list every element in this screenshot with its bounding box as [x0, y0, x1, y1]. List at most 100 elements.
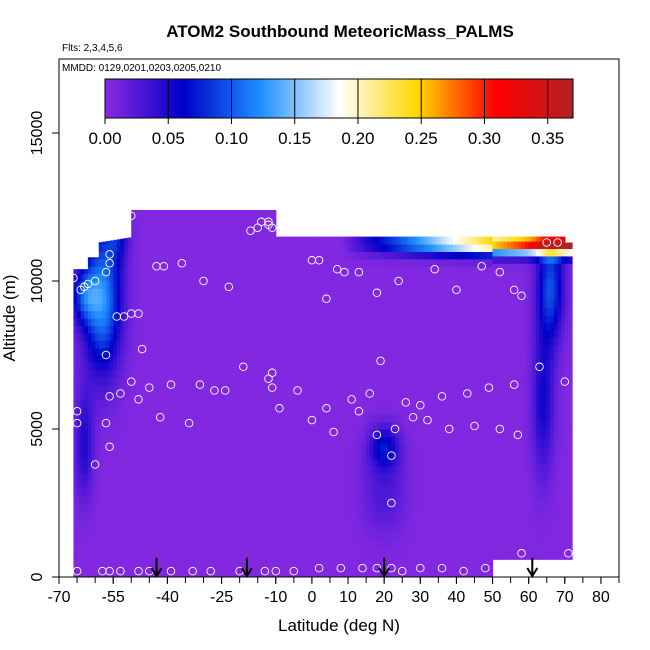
heatmap-cell [337, 436, 342, 445]
heatmap-cell [416, 288, 421, 297]
heatmap-cell [275, 480, 280, 489]
heatmap-cell [84, 281, 89, 289]
heatmap-cell [250, 244, 255, 252]
heatmap-cell [311, 540, 317, 548]
heatmap-cell [283, 236, 288, 245]
heatmap-cell [333, 392, 338, 400]
heatmap-cell [163, 466, 168, 474]
heatmap-cell [239, 562, 244, 571]
heatmap-cell [167, 436, 172, 445]
heatmap-cell [380, 377, 385, 386]
heatmap-cell [384, 384, 389, 393]
heatmap-cell [210, 288, 215, 297]
heatmap-cell [77, 399, 82, 408]
heatmap-cell [333, 488, 338, 497]
heatmap-cell [124, 480, 129, 489]
heatmap-cell [152, 332, 158, 341]
heatmap-cell [387, 540, 392, 548]
heatmap-cell [80, 488, 85, 497]
heatmap-cell [156, 347, 161, 356]
heatmap-cell [329, 436, 335, 445]
heatmap-cell [268, 310, 273, 319]
heatmap-cell [217, 295, 223, 304]
heatmap-cell [438, 384, 443, 393]
heatmap-cell [214, 547, 219, 556]
heatmap-cell [423, 310, 429, 319]
heatmap-cell [395, 436, 400, 445]
heatmap-cell [279, 392, 284, 400]
heatmap-cell [192, 310, 197, 319]
heatmap-cell [344, 281, 349, 289]
heatmap-cell [445, 495, 450, 504]
heatmap-cell [77, 488, 82, 497]
heatmap-cell [185, 421, 190, 430]
heatmap-cell [199, 340, 205, 349]
heatmap-cell [214, 406, 219, 415]
heatmap-cell [156, 495, 161, 504]
heatmap-cell [163, 303, 168, 312]
heatmap-cell [134, 451, 140, 460]
heatmap-cell [322, 473, 327, 482]
heatmap-cell [297, 347, 302, 356]
heatmap-cell [199, 229, 205, 238]
heatmap-cell [348, 347, 353, 356]
heatmap-cell [337, 466, 342, 474]
heatmap-cell [207, 273, 212, 282]
heatmap-cell [391, 406, 396, 415]
heatmap-cell [178, 517, 183, 526]
heatmap-cell [376, 480, 382, 489]
heatmap-cell [138, 399, 143, 408]
heatmap-cell [178, 569, 183, 577]
heatmap-cell [239, 503, 244, 511]
heatmap-cell [315, 488, 320, 497]
heatmap-cell [445, 488, 450, 497]
heatmap-cell [254, 318, 259, 326]
heatmap-cell [189, 510, 194, 519]
heatmap-cell [344, 318, 349, 326]
heatmap-cell [189, 318, 194, 326]
heatmap-cell [452, 517, 458, 526]
heatmap-cell [337, 540, 342, 548]
heatmap-cell [109, 525, 114, 534]
heatmap-cell [243, 525, 248, 534]
heatmap-cell [120, 458, 125, 467]
heatmap-cell [142, 244, 147, 252]
heatmap-cell [373, 347, 378, 356]
heatmap-cell [174, 384, 179, 393]
heatmap-cell [398, 355, 403, 363]
heatmap-cell [91, 406, 96, 415]
heatmap-cell [445, 369, 450, 378]
heatmap-cell [98, 488, 103, 497]
heatmap-cell [80, 384, 85, 393]
heatmap-cell [290, 429, 295, 437]
heatmap-cell [91, 310, 96, 319]
heatmap-cell [160, 532, 165, 541]
heatmap-cell [304, 517, 309, 526]
heatmap-cell [105, 310, 111, 319]
heatmap-cell [445, 525, 450, 534]
heatmap-cell [315, 236, 320, 245]
heatmap-cell [246, 325, 252, 334]
heatmap-cell [257, 355, 262, 363]
heatmap-cell [391, 473, 396, 482]
heatmap-cell [217, 332, 223, 341]
heatmap-cell [366, 325, 371, 334]
heatmap-cell [329, 569, 335, 577]
heatmap-cell [120, 362, 125, 371]
heatmap-cell [134, 517, 140, 526]
heatmap-cell [91, 547, 96, 556]
heatmap-cell [380, 547, 385, 556]
heatmap-cell [420, 384, 425, 393]
heatmap-cell [214, 221, 219, 230]
heatmap-cell [214, 251, 219, 260]
heatmap-cell [228, 458, 234, 467]
heatmap-cell [243, 251, 248, 260]
heatmap-cell [351, 369, 356, 378]
heatmap-cell [236, 310, 241, 319]
heatmap-cell [221, 503, 226, 511]
heatmap-cell [163, 554, 168, 563]
heatmap-cell [420, 244, 425, 252]
heatmap-cell [445, 503, 450, 511]
heatmap-cell [181, 488, 187, 497]
